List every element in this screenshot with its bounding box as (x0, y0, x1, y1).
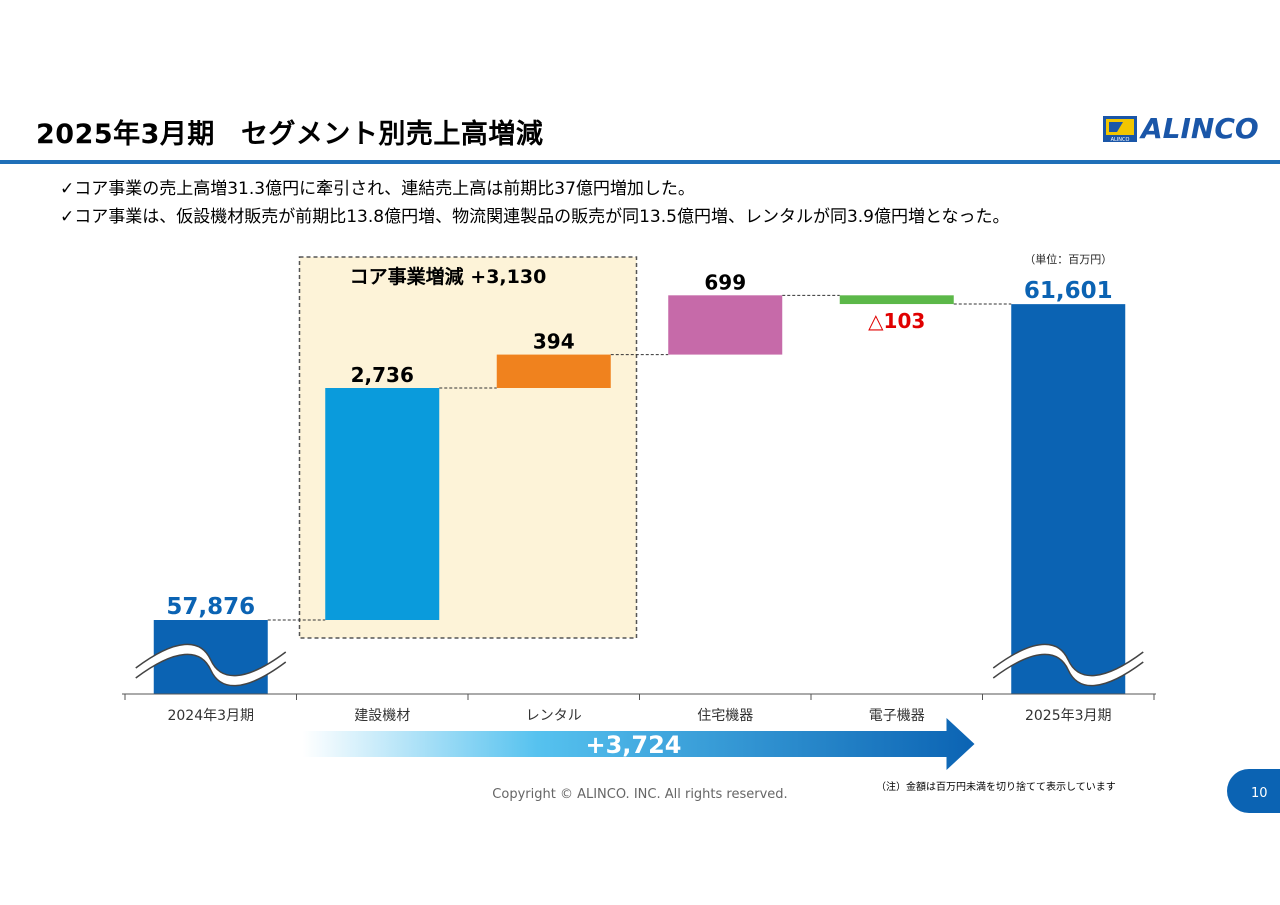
category-label-4: 住宅機器 (697, 708, 753, 724)
axis-break-band-1 (135, 644, 286, 686)
value-label-5: △103 (868, 309, 925, 333)
waterfall-chart: コア事業増減 +3,130 2024年3月期 建設機材 レンタル 住宅機器 電子機器 20… (122, 252, 1156, 770)
alinco-logo: ALINCO ALINCO (1103, 112, 1263, 146)
bar-2 (325, 388, 440, 620)
logo-sub-text: ALINCO (1111, 137, 1130, 143)
bar-3 (496, 354, 611, 388)
logo-text: ALINCO (1141, 112, 1259, 145)
alinco-logo-mark-icon: ALINCO (1103, 116, 1137, 143)
category-label-1: 2024年3月期 (167, 708, 254, 724)
axis-break-line-top-6 (992, 643, 1144, 677)
category-label-6: 2025年3月期 (1025, 708, 1112, 724)
bar-6 (1011, 304, 1126, 694)
category-label-2: 建設機材 (354, 708, 410, 724)
axis-break-line-top-1 (135, 643, 287, 677)
category-label-3: レンタル (526, 708, 582, 724)
title-period: 2025年3月期 (36, 119, 215, 150)
copyright: Copyright © ALINCO. INC. All rights rese… (492, 787, 788, 802)
value-label-1: 57,876 (166, 594, 255, 620)
total-change-label: +3,724 (585, 731, 681, 759)
title-main: セグメント別売上高増減 (240, 119, 544, 150)
category-label-5: 電子機器 (869, 708, 925, 724)
unit-label: （単位：百万円） (1024, 252, 1112, 266)
bar-4 (668, 295, 783, 355)
total-change-arrow (302, 718, 975, 770)
value-label-2: 2,736 (351, 363, 414, 387)
page-title: 2025年3月期 セグメント別売上高増減 (36, 112, 543, 151)
bullet-2: ✓コア事業は、仮設機材販売が前期比13.8億円増、物流関連製品の販売が同13.5… (60, 207, 1010, 227)
page-number-badge: 10 (1227, 769, 1280, 813)
bar-5 (839, 295, 954, 305)
core-business-group-label: コア事業増減 +3,130 (350, 265, 547, 288)
page-number: 10 (1251, 786, 1268, 801)
value-label-3: 394 (533, 330, 575, 354)
axis-break-line-bottom-1 (135, 653, 287, 687)
bullet-1: ✓コア事業の売上高増31.3億円に牽引され、連結売上高は前期比37億円増加した。 (60, 179, 695, 199)
footnote: （注）金額は百万円未満を切り捨てて表示しています (876, 782, 1116, 793)
axis-break-band-6 (993, 644, 1144, 686)
value-label-6: 61,601 (1024, 278, 1113, 304)
header-rule (0, 160, 1280, 164)
axis-break-line-bottom-6 (992, 653, 1144, 687)
summary-bullets: ✓コア事業の売上高増31.3億円に牽引され、連結売上高は前期比37億円増加した。… (60, 175, 1009, 231)
value-label-4: 699 (704, 270, 746, 294)
